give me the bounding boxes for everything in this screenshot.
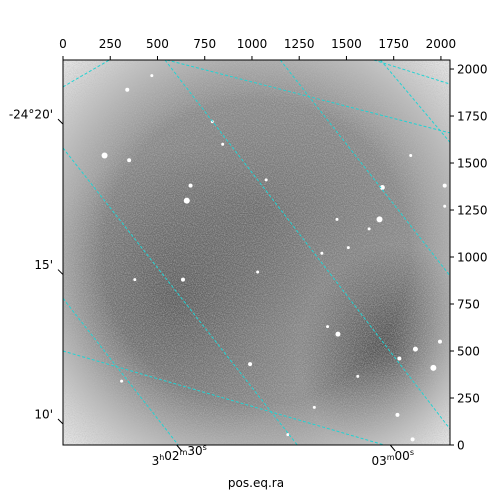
- top-axis-tick-label: 2000: [426, 37, 457, 51]
- star-point: [412, 346, 418, 352]
- dec-grid-line: [63, 60, 110, 88]
- right-axis-tick-label: 1250: [457, 204, 488, 218]
- star-point: [133, 278, 137, 282]
- star-point: [335, 331, 341, 337]
- star-point: [397, 356, 402, 361]
- star-point: [264, 178, 268, 182]
- right-axis-tick-label: 1500: [457, 157, 488, 171]
- ra-grid-line: [63, 147, 298, 445]
- axes-layer: 0 250 500 750 1000 1250 1500 1750 2000 0 250 500 750…: [9, 37, 488, 468]
- sky-image: [63, 60, 450, 445]
- star-point: [188, 183, 193, 188]
- right-axis-tick-label: 750: [457, 298, 480, 312]
- star-point: [346, 246, 350, 250]
- star-point: [127, 158, 132, 163]
- right-axis-tick-label: 500: [457, 345, 480, 359]
- plot-frame: [62, 59, 451, 446]
- top-axis-tick-label: 1750: [378, 37, 409, 51]
- top-axis-tick-label: 1500: [331, 37, 362, 51]
- star-point: [442, 183, 447, 188]
- right-axis-tick-label: 250: [457, 392, 480, 406]
- ra-axis-tick-label: 3h02m30s: [152, 443, 207, 468]
- star-point: [256, 270, 260, 274]
- x-axis-label: pos.eq.ra: [228, 476, 284, 490]
- star-point: [150, 74, 154, 78]
- ra-axis-tick: [389, 444, 396, 452]
- star-point: [312, 405, 316, 409]
- ra-grid-line: [63, 298, 179, 445]
- star-point: [335, 217, 339, 221]
- right-axis-tick-label: 1750: [457, 110, 488, 124]
- top-axis-tick-label: 1000: [237, 37, 268, 51]
- dec-axis-tick: [57, 418, 64, 425]
- dec-grid-line: [166, 60, 450, 134]
- star-point: [326, 325, 330, 329]
- star-point: [221, 142, 225, 146]
- dec-axis-tick: [57, 118, 64, 125]
- star-point: [120, 379, 124, 383]
- dec-grid-line: [373, 60, 450, 85]
- ra-grid-line: [380, 60, 450, 143]
- ra-grid-line: [279, 60, 450, 277]
- right-axis-tick-label: 2000: [457, 63, 488, 77]
- dec-axis-tick: [57, 269, 64, 275]
- top-axis-tick-label: 0: [59, 37, 67, 51]
- star-point: [367, 227, 371, 231]
- sky-noise: [63, 60, 450, 445]
- star-point: [437, 339, 442, 344]
- star-point: [180, 277, 185, 282]
- star-point: [410, 437, 415, 442]
- star-point: [101, 152, 108, 159]
- star-point: [125, 87, 130, 92]
- star-point: [183, 197, 190, 204]
- star-point: [379, 184, 385, 190]
- star-point: [430, 364, 437, 371]
- top-axis-tick-label: 500: [146, 37, 169, 51]
- star-point: [248, 362, 253, 367]
- dec-axis-tick-label: -24°20': [9, 108, 53, 122]
- dec-grid-line: [63, 350, 385, 445]
- top-axis-tick-label: 250: [99, 37, 122, 51]
- right-axis-tick-label: 1000: [457, 251, 488, 265]
- star-point: [409, 153, 413, 157]
- star-point: [443, 204, 447, 208]
- dec-axis-tick-label: 10': [34, 408, 53, 422]
- stars-layer: [101, 74, 447, 442]
- star-point: [395, 412, 400, 417]
- star-point: [356, 374, 360, 378]
- star-point: [320, 251, 324, 255]
- right-axis-tick-label: 0: [457, 439, 465, 453]
- coordinate-grid: [63, 60, 450, 445]
- star-point: [286, 433, 290, 437]
- ra-grid-line: [164, 60, 450, 430]
- top-axis-tick-label: 1250: [284, 37, 315, 51]
- star-point: [376, 216, 383, 223]
- dec-axis-tick-label: 15': [34, 258, 53, 272]
- top-axis-tick-label: 750: [193, 37, 216, 51]
- ra-axis-tick-label: 03m00s: [371, 448, 414, 468]
- ra-axis-tick: [176, 444, 183, 452]
